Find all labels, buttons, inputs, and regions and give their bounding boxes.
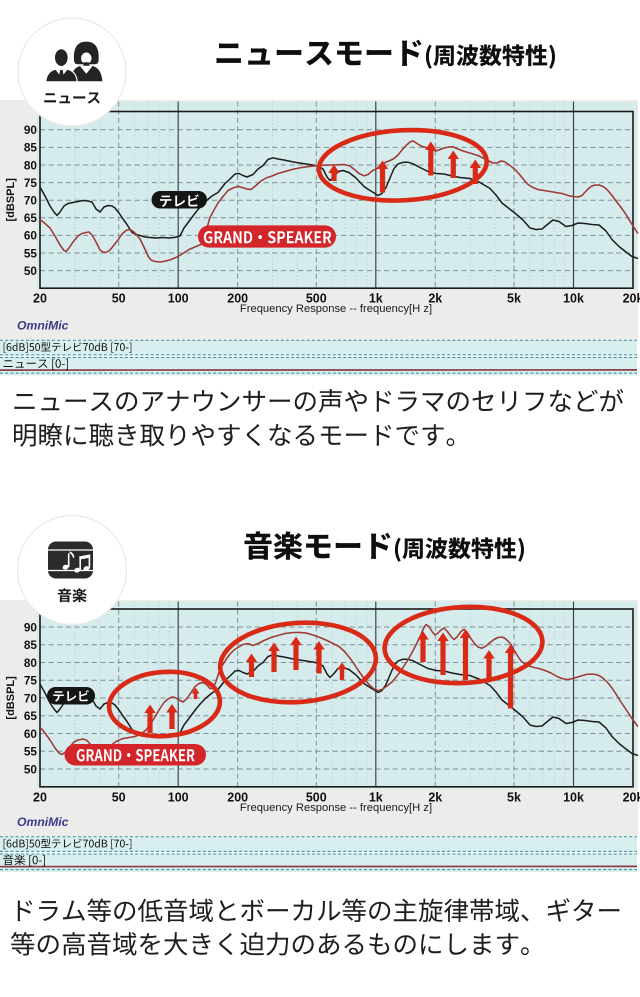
svg-text:100: 100 [168,790,189,804]
svg-text:50: 50 [112,790,126,804]
svg-text:10k: 10k [563,790,584,804]
svg-text:80: 80 [24,656,38,670]
svg-text:70: 70 [24,194,38,208]
svg-text:2k: 2k [428,292,442,306]
svg-text:90: 90 [24,123,38,137]
svg-text:OmniMic: OmniMic [17,815,69,829]
svg-text:90: 90 [24,620,38,634]
svg-text:80: 80 [24,158,38,172]
svg-text:2k: 2k [428,790,442,804]
svg-text:55: 55 [24,745,38,759]
svg-text:65: 65 [24,709,38,723]
svg-text:OmniMic: OmniMic [17,319,69,333]
svg-text:100: 100 [168,292,189,306]
svg-text:20: 20 [33,790,47,804]
svg-text:70: 70 [24,691,38,705]
svg-text:75: 75 [24,674,38,688]
svg-text:5k: 5k [507,790,521,804]
svg-text:5k: 5k [507,292,521,306]
svg-text:200: 200 [227,790,248,804]
svg-text:1k: 1k [369,292,383,306]
svg-text:200: 200 [227,292,248,306]
svg-text:75: 75 [24,176,38,190]
svg-text:500: 500 [306,292,327,306]
svg-text:10k: 10k [563,292,584,306]
svg-text:85: 85 [24,141,38,155]
svg-text:20k: 20k [623,292,640,306]
svg-text:85: 85 [24,638,38,652]
svg-text:1k: 1k [369,790,383,804]
svg-text:55: 55 [24,246,38,260]
svg-text:[dBSPL]: [dBSPL] [5,676,17,720]
svg-text:60: 60 [24,229,38,243]
svg-text:500: 500 [306,790,327,804]
svg-text:65: 65 [24,211,38,225]
svg-text:20k: 20k [623,790,640,804]
svg-text:50: 50 [112,292,126,306]
svg-text:60: 60 [24,727,38,741]
svg-text:[dBSPL]: [dBSPL] [5,178,17,222]
svg-text:50: 50 [24,264,38,278]
svg-text:50: 50 [24,762,38,776]
svg-text:Frequency Response -- frequenc: Frequency Response -- frequency[H z] [240,303,432,315]
svg-text:20: 20 [33,292,47,306]
svg-text:Frequency Response -- frequenc: Frequency Response -- frequency[H z] [240,802,432,814]
